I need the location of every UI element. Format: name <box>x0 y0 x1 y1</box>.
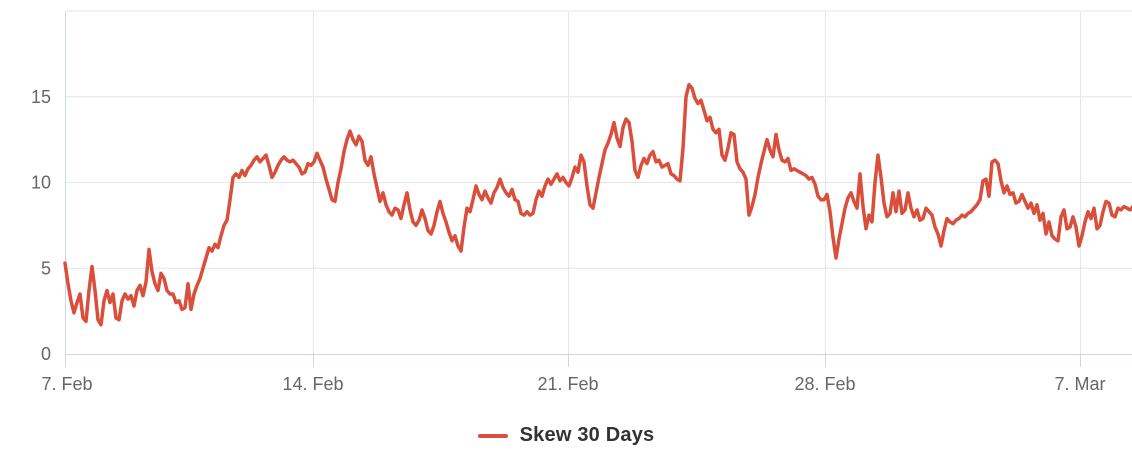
x-tick-label: 14. Feb <box>282 374 343 394</box>
legend: Skew 30 Days <box>0 424 1132 447</box>
y-axis-labels: 0 5 10 15 <box>31 87 51 364</box>
x-tick-label: 28. Feb <box>794 374 855 394</box>
y-tick-label: 10 <box>31 173 51 193</box>
legend-item-skew-30-days[interactable]: Skew 30 Days <box>477 424 655 447</box>
y-tick-label: 0 <box>41 344 51 364</box>
x-tick-label: 21. Feb <box>537 374 598 394</box>
y-tick-label: 5 <box>41 258 51 278</box>
x-axis-labels: 7. Feb 14. Feb 21. Feb 28. Feb 7. Mar <box>41 374 1105 394</box>
legend-label: Skew 30 Days <box>519 424 655 446</box>
x-tick-label: 7. Feb <box>41 374 92 394</box>
axes <box>65 12 1132 367</box>
x-tick-label: 7. Mar <box>1054 374 1105 394</box>
legend-line-marker <box>477 433 508 438</box>
y-tick-label: 15 <box>31 87 51 107</box>
series-line-skew-30-days <box>63 82 1132 327</box>
